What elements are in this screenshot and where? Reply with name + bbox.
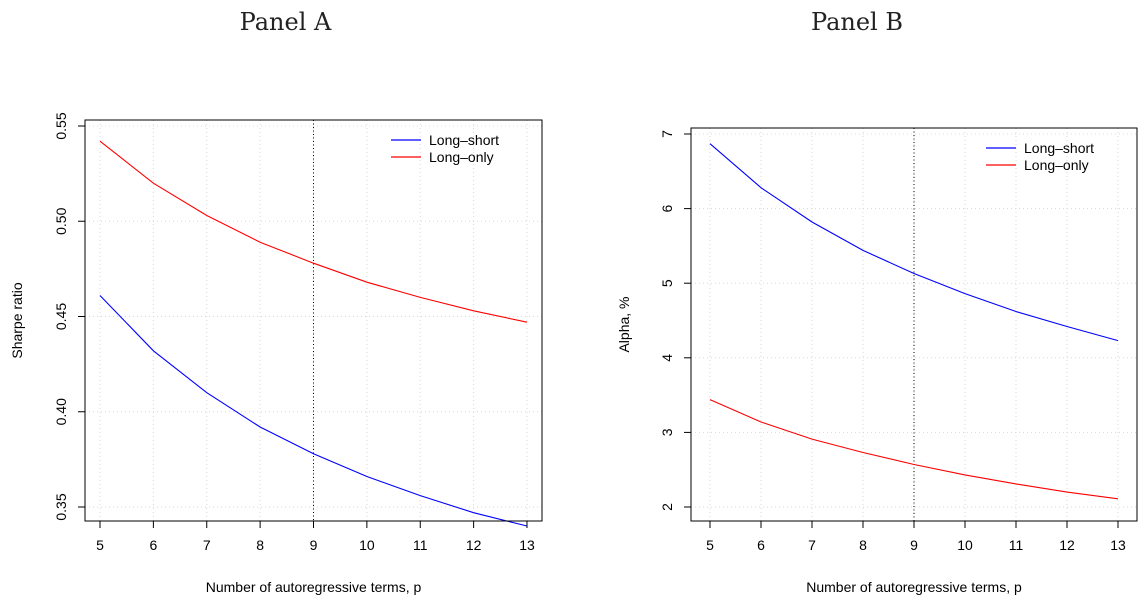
x-tick-label: 11 (1009, 537, 1024, 553)
x-tick-label: 10 (957, 537, 973, 553)
x-tick-label: 12 (466, 537, 482, 553)
panel-b: Panel B 5 6 7 8 9 10 11 12 13 2 3 4 5 6 7 Number of aut… (571, 0, 1143, 600)
series-line-long-only (709, 399, 1119, 500)
y-tick-label: 6 (659, 204, 675, 212)
x-tick-label: 5 (706, 537, 714, 553)
legend-label: Long–only (429, 149, 494, 165)
panel-title: Panel B (811, 8, 903, 36)
x-tick-label: 7 (808, 537, 816, 553)
x-axis-label: Number of autoregressive terms, p (806, 579, 1022, 595)
x-tick-label: 8 (859, 537, 867, 553)
panel-title: Panel A (239, 8, 332, 36)
y-tick-label: 4 (659, 354, 675, 362)
y-tick-label: 0.50 (53, 207, 69, 234)
legend-label: Long–only (1024, 157, 1089, 173)
legend-label: Long–short (1024, 140, 1094, 156)
series-line-long-only (99, 140, 528, 323)
x-tick-label: 5 (96, 537, 104, 553)
y-tick-label: 2 (659, 503, 675, 511)
x-tick-label: 11 (413, 537, 428, 553)
x-tick-label: 10 (359, 537, 375, 553)
series-line-long-short (709, 143, 1119, 342)
x-tick-label: 13 (1110, 537, 1126, 553)
x-tick-label: 8 (256, 537, 264, 553)
y-tick-label: 0.45 (53, 303, 69, 330)
panel-a: Panel A 5 6 7 8 9 10 11 12 13 0.35 0.40 0.45 0.50 0.5… (0, 0, 571, 600)
y-axis-label: Alpha, % (616, 296, 632, 352)
chart-panel-a: 5 6 7 8 9 10 11 12 13 0.35 0.40 0.45 0.50 0.55 Number … (9, 112, 543, 595)
series-line-long-short (99, 295, 528, 527)
x-tick-label: 6 (149, 537, 157, 553)
y-tick-label: 0.55 (53, 112, 69, 139)
chart-panel-b: 5 6 7 8 9 10 11 12 13 2 3 4 5 6 7 Number of autoregress… (616, 127, 1138, 595)
legend-label: Long–short (429, 132, 499, 148)
x-tick-label: 9 (310, 537, 318, 553)
x-tick-label: 9 (910, 537, 918, 553)
y-tick-label: 0.35 (53, 493, 69, 520)
x-tick-label: 13 (519, 537, 535, 553)
x-tick-label: 6 (757, 537, 765, 553)
y-tick-label: 7 (659, 130, 675, 138)
x-tick-label: 7 (203, 537, 211, 553)
x-axis-label: Number of autoregressive terms, p (206, 579, 422, 595)
y-tick-label: 0.40 (53, 398, 69, 425)
y-tick-label: 3 (659, 428, 675, 436)
y-tick-label: 5 (659, 279, 675, 287)
x-tick-label: 12 (1059, 537, 1075, 553)
y-axis-label: Sharpe ratio (9, 282, 25, 358)
